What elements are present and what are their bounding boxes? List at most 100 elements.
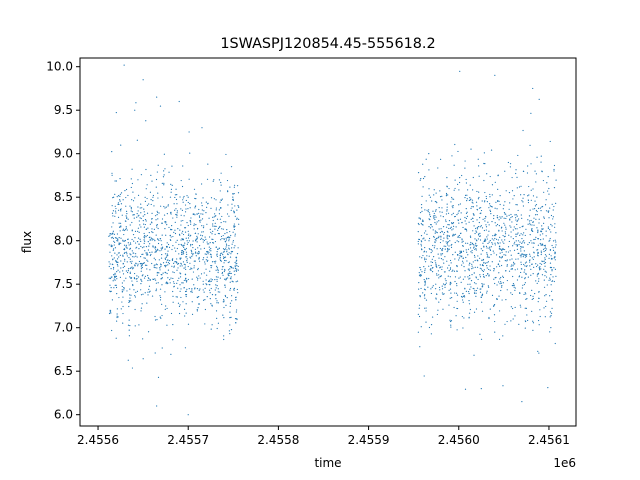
data-point	[151, 262, 153, 265]
data-point	[513, 263, 515, 265]
data-point	[133, 217, 135, 219]
data-point	[422, 292, 424, 294]
data-point	[530, 189, 532, 191]
data-point	[473, 292, 476, 294]
data-point	[160, 247, 162, 249]
data-point	[460, 212, 462, 214]
data-point	[524, 292, 526, 294]
data-point	[166, 259, 168, 261]
data-point	[200, 219, 202, 221]
data-point	[448, 187, 450, 190]
data-point	[186, 259, 188, 262]
data-point	[204, 261, 206, 263]
data-point	[122, 239, 124, 241]
data-point	[123, 244, 126, 246]
data-point	[477, 238, 479, 240]
data-point	[473, 213, 475, 215]
data-point	[471, 201, 473, 203]
data-point	[185, 268, 187, 270]
data-point	[134, 296, 137, 298]
data-point	[489, 196, 491, 198]
data-point	[543, 245, 545, 247]
data-point	[536, 156, 538, 158]
data-point	[537, 291, 540, 293]
data-point	[456, 270, 458, 272]
data-point	[530, 199, 532, 201]
data-point	[537, 252, 539, 254]
data-point	[505, 228, 507, 230]
data-point	[485, 197, 488, 200]
data-point	[231, 300, 233, 302]
data-point	[160, 264, 162, 266]
data-point	[202, 239, 204, 241]
data-point	[220, 235, 223, 238]
data-point	[466, 230, 468, 232]
data-point	[210, 256, 212, 258]
data-point	[434, 214, 436, 217]
data-point	[203, 210, 205, 212]
data-point	[184, 266, 186, 268]
data-point	[433, 217, 435, 219]
data-point	[511, 221, 513, 223]
data-point	[428, 277, 430, 280]
data-point	[170, 183, 172, 185]
data-point	[126, 217, 128, 219]
data-point	[472, 206, 475, 208]
data-point	[527, 223, 529, 225]
data-point	[501, 230, 503, 232]
data-point	[483, 229, 485, 232]
data-point	[116, 264, 119, 266]
data-point	[448, 224, 450, 226]
data-point	[141, 263, 143, 265]
data-point	[471, 199, 474, 201]
data-point	[109, 311, 111, 313]
data-point	[125, 228, 127, 231]
data-point	[553, 170, 555, 172]
data-point	[543, 222, 545, 224]
data-point	[211, 294, 214, 296]
data-point	[225, 239, 228, 241]
data-point	[222, 248, 225, 250]
data-point	[457, 212, 459, 214]
data-point	[514, 269, 516, 271]
data-point	[469, 247, 472, 249]
data-point	[470, 207, 472, 210]
data-point	[166, 281, 168, 284]
data-point	[216, 218, 219, 220]
data-point	[126, 253, 128, 255]
data-point	[176, 282, 178, 284]
y-tick-label: 10.0	[46, 60, 73, 74]
data-point	[551, 307, 553, 309]
data-point	[182, 251, 185, 253]
data-point	[472, 189, 474, 191]
data-point	[185, 303, 187, 305]
data-point	[545, 294, 547, 296]
data-point	[554, 342, 556, 345]
data-point	[537, 280, 540, 282]
data-point	[452, 254, 454, 256]
data-point	[554, 255, 556, 258]
data-point	[471, 274, 473, 276]
data-point	[535, 263, 537, 265]
data-point	[456, 283, 458, 285]
data-point	[224, 284, 226, 286]
data-point	[169, 282, 171, 284]
data-point	[418, 274, 421, 276]
data-point	[503, 217, 505, 219]
data-point	[236, 218, 238, 220]
data-point	[458, 222, 460, 224]
data-point	[553, 280, 555, 283]
data-point	[159, 267, 161, 269]
data-point	[518, 218, 520, 220]
data-point	[181, 237, 183, 240]
data-point	[533, 224, 535, 226]
data-point	[176, 296, 178, 298]
data-point	[435, 223, 437, 225]
data-point	[425, 230, 427, 232]
data-point	[201, 205, 203, 207]
data-point	[202, 227, 205, 229]
data-point	[128, 335, 130, 337]
data-point	[114, 284, 116, 286]
data-point	[521, 253, 523, 255]
data-point	[505, 217, 507, 220]
